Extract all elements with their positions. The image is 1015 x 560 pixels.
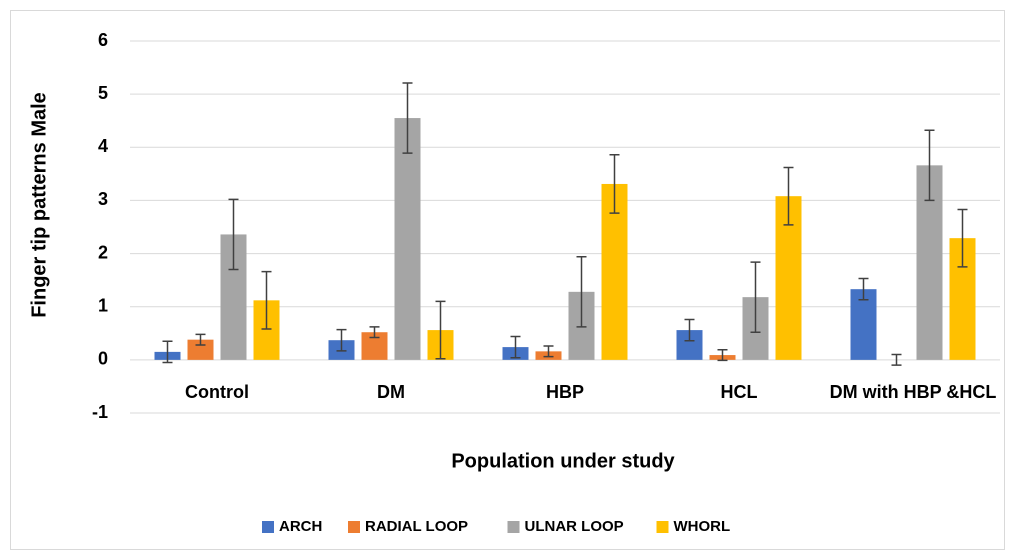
x-tick-label: DM with HBP &HCL xyxy=(829,382,997,402)
y-tick-label: 2 xyxy=(98,242,108,262)
error-bar xyxy=(858,277,869,301)
error-bar xyxy=(228,198,239,271)
legend-swatch xyxy=(656,521,669,533)
legend-swatch xyxy=(507,521,520,533)
error-bar xyxy=(783,166,794,226)
y-tick-label: 3 xyxy=(98,189,108,209)
error-bar xyxy=(576,256,587,328)
error-bar xyxy=(924,129,935,202)
error-bar xyxy=(750,261,761,333)
error-bar xyxy=(543,345,554,358)
legend-label: ARCH xyxy=(279,518,322,535)
error-bar xyxy=(435,300,446,360)
x-tick-label: HCL xyxy=(720,382,758,402)
y-tick-label: 5 xyxy=(98,83,108,103)
legend-label: RADIAL LOOP xyxy=(365,518,468,535)
error-bar xyxy=(684,318,695,342)
y-tick-label: -1 xyxy=(92,402,108,422)
error-bar xyxy=(402,82,413,154)
bar xyxy=(850,289,877,360)
legend-swatch xyxy=(348,521,360,533)
y-axis-title: Finger tip patterns Male xyxy=(28,92,50,318)
legend-label: WHORL xyxy=(674,518,731,535)
y-tick-label: 4 xyxy=(98,136,108,156)
x-tick-label: HBP xyxy=(545,382,584,402)
x-tick-label: Control xyxy=(185,382,249,402)
chart-border xyxy=(10,10,1005,550)
error-bar xyxy=(162,340,173,364)
bar xyxy=(187,339,214,360)
y-tick-label: 1 xyxy=(98,295,108,315)
error-bar xyxy=(957,208,968,268)
error-bar xyxy=(609,153,620,214)
error-bar xyxy=(369,326,380,339)
legend-swatch xyxy=(262,521,274,533)
error-bar xyxy=(261,270,272,330)
error-bar xyxy=(510,335,521,359)
error-bar xyxy=(336,328,347,352)
legend-label: ULNAR LOOP xyxy=(525,518,624,535)
bar xyxy=(394,118,421,360)
y-tick-label: 6 xyxy=(98,30,108,50)
y-tick-label: 0 xyxy=(98,349,108,369)
x-axis-title: Population under study xyxy=(451,450,675,472)
error-bar xyxy=(195,333,206,346)
error-bar xyxy=(891,353,902,366)
error-bar xyxy=(717,349,728,362)
x-tick-label: DM xyxy=(377,382,405,402)
